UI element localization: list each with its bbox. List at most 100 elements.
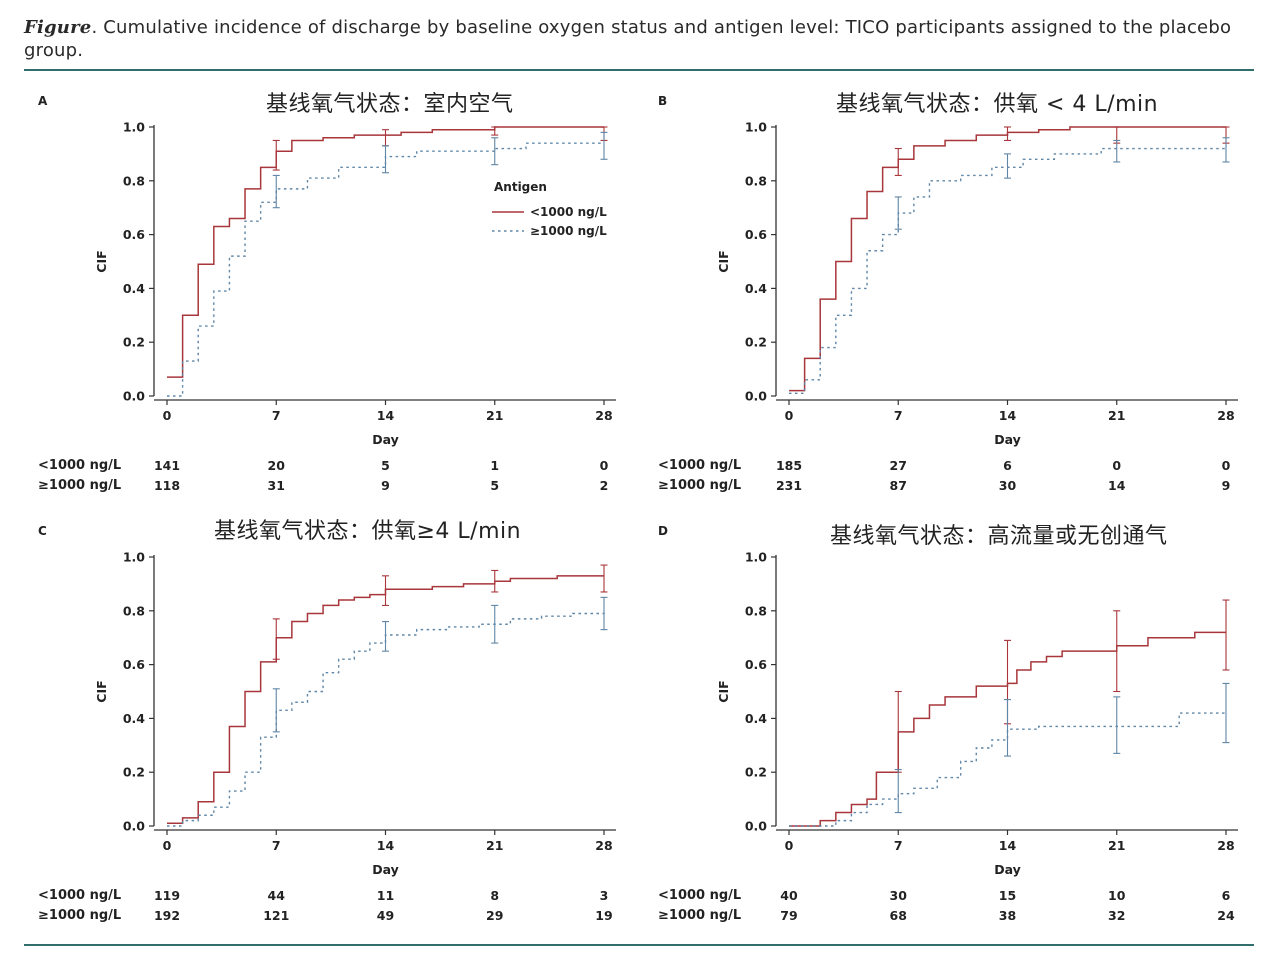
risk-count: 20 [268, 458, 286, 473]
risk-label-low: <1000 ng/L [658, 888, 742, 903]
y-axis-label: CIF [94, 250, 109, 272]
risk-count: 11 [377, 888, 394, 903]
y-tick-label: 0.0 [745, 819, 767, 834]
risk-label-high: ≥1000 ng/L [38, 478, 122, 493]
x-tick-label: 21 [1108, 408, 1125, 423]
x-tick-label: 14 [377, 408, 395, 423]
risk-count: 68 [890, 908, 907, 923]
risk-count: 8 [490, 888, 499, 903]
x-axis-label: Day [994, 862, 1021, 877]
risk-count: 24 [1217, 908, 1235, 923]
risk-count: 29 [486, 908, 503, 923]
panel-label: D [658, 524, 668, 538]
plot-area: 0.0 0.2 0.4 0.6 0.8 1.0 0 7 14 21 28 Day CIF 119 44 11 8… [94, 550, 616, 923]
y-tick-label: 0.6 [745, 657, 767, 672]
y-tick-label: 0.4 [745, 281, 767, 296]
y-axis-label: CIF [716, 680, 731, 702]
panel-title: 基线氧气状态：高流量或无创通气 [830, 524, 1168, 549]
y-tick-label: 0.8 [745, 603, 767, 618]
risk-label-high: ≥1000 ng/L [658, 908, 742, 923]
x-tick-label: 28 [1217, 408, 1234, 423]
risk-count: 19 [595, 908, 612, 923]
y-tick-label: 1.0 [123, 550, 145, 565]
x-tick-label: 0 [163, 838, 172, 853]
cif-line-high-antigen [167, 142, 604, 397]
panel-title: 基线氧气状态：室内空气 [266, 92, 514, 117]
risk-count: 6 [1222, 888, 1231, 903]
y-tick-label: 0.0 [123, 819, 145, 834]
x-tick-label: 0 [785, 838, 794, 853]
cif-line-low-antigen [167, 575, 604, 825]
risk-count: 0 [600, 458, 609, 473]
plot-area: 0.00.20.40.60.81.00 7 14 21 28DayCIFAntigen<… [94, 120, 616, 493]
top-rule [24, 69, 1254, 71]
y-tick-label: 0.6 [123, 227, 145, 242]
risk-label-low: <1000 ng/L [38, 888, 122, 903]
x-tick-label: 14 [377, 838, 395, 853]
x-tick-label: 28 [1217, 838, 1234, 853]
y-tick-label: 1.0 [745, 120, 767, 135]
x-tick-label: 14 [999, 408, 1017, 423]
y-tick-label: 0.2 [123, 335, 145, 350]
y-tick-label: 0.2 [745, 335, 767, 350]
risk-count: 119 [154, 888, 180, 903]
y-axis-label: CIF [716, 250, 731, 272]
panel-c: C 基线氧气状态：供氧≥4 L/min 0.0 0.2 0.4 0.6 0.8 1.0 0 7… [24, 508, 644, 938]
risk-count: 141 [154, 458, 180, 473]
risk-count: 231 [776, 478, 802, 493]
risk-count: 9 [1222, 478, 1231, 493]
cif-line-high-antigen [789, 145, 1227, 395]
risk-count: 2 [600, 478, 609, 493]
panel-a: A 基线氧气状态：室内空气 0.0 0.2 0.4 0.6 0.8 1.0 0 7 14 21 28… [24, 78, 644, 508]
y-tick-label: 0.0 [745, 389, 767, 404]
y-tick-label: 0.2 [123, 765, 145, 780]
x-axis-label: Day [994, 432, 1021, 447]
legend-label-low: <1000 ng/L [530, 205, 607, 219]
panel-title: 基线氧气状态：供氧≥4 L/min [214, 519, 522, 544]
risk-label-high: ≥1000 ng/L [658, 478, 742, 493]
legend-label-high: ≥1000 ng/L [530, 224, 607, 238]
risk-label-low: <1000 ng/L [38, 458, 122, 473]
y-tick-label: 0.4 [745, 711, 767, 726]
y-tick-label: 0.4 [123, 711, 145, 726]
x-axis-label: Day [372, 862, 399, 877]
risk-count: 15 [999, 888, 1016, 903]
risk-count: 32 [1108, 908, 1125, 923]
caption-lead: Figure [24, 17, 92, 38]
y-tick-label: 0.6 [123, 657, 145, 672]
risk-count: 38 [999, 908, 1016, 923]
caption-text: . Cumulative incidence of discharge by b… [24, 17, 1232, 61]
risk-label-low: <1000 ng/L [658, 458, 742, 473]
panel-label: A [38, 94, 48, 108]
x-tick-label: 21 [486, 408, 503, 423]
y-tick-label: 0.8 [123, 173, 145, 188]
legend-title: Antigen [494, 180, 547, 194]
bottom-rule [24, 944, 1254, 946]
cif-line-high-antigen [167, 610, 605, 827]
risk-count: 30 [890, 888, 908, 903]
panel-d: D 基线氧气状态：高流量或无创通气 0.0 0.2 0.4 0.6 0.8 1.0 0 7 14… [646, 508, 1266, 938]
risk-count: 118 [154, 478, 180, 493]
risk-count: 14 [1108, 478, 1126, 493]
risk-count: 27 [890, 458, 907, 473]
risk-count: 44 [268, 888, 286, 903]
x-tick-label: 28 [595, 408, 612, 423]
risk-count: 185 [776, 458, 802, 473]
plot-area: 0.0 0.2 0.4 0.6 0.8 1.0 0 7 14 21 28 Day CIF 40 30 15 10… [716, 550, 1238, 923]
risk-count: 49 [377, 908, 394, 923]
x-tick-label: 21 [1108, 838, 1125, 853]
risk-label-high: ≥1000 ng/L [38, 908, 122, 923]
panel-label: C [38, 524, 47, 538]
risk-count: 0 [1112, 458, 1121, 473]
x-tick-label: 0 [785, 408, 794, 423]
x-tick-label: 7 [272, 838, 281, 853]
risk-count: 5 [381, 458, 390, 473]
y-tick-label: 0.8 [123, 603, 145, 618]
x-tick-label: 0 [163, 408, 172, 423]
risk-count: 1 [490, 458, 499, 473]
panel-b: B 基线氧气状态：供氧 < 4 L/min 0.0 0.2 0.4 0.6 0.8 1.0… [646, 78, 1266, 508]
x-tick-label: 28 [595, 838, 612, 853]
x-tick-label: 7 [894, 408, 903, 423]
x-axis-label: Day [372, 432, 399, 447]
risk-count: 6 [1003, 458, 1012, 473]
